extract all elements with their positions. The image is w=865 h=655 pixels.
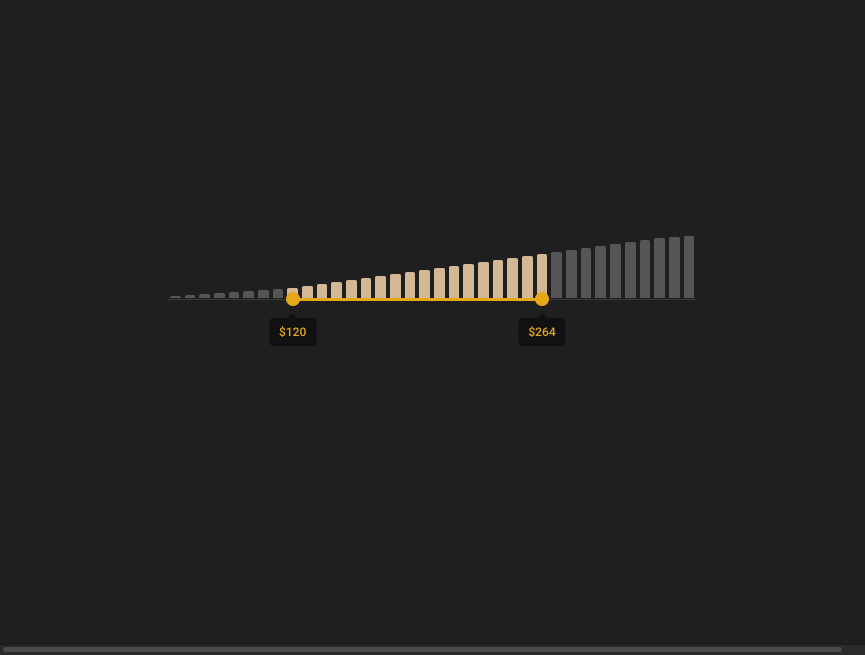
histogram-bars (168, 236, 696, 298)
min-value-label: $120 (279, 325, 306, 339)
price-range-slider[interactable]: $120 $264 (168, 236, 696, 346)
histogram-bar (595, 246, 606, 298)
histogram-bar (243, 291, 254, 298)
histogram-bar (640, 240, 651, 298)
slider-handle-min[interactable] (286, 292, 300, 306)
slider-tooltip-max: $264 (518, 318, 565, 346)
histogram-bar (493, 260, 504, 298)
slider-handle-max[interactable] (535, 292, 549, 306)
histogram-bar (199, 294, 210, 298)
histogram-bar (654, 238, 665, 298)
histogram-bar (610, 244, 621, 298)
histogram-bar (507, 258, 518, 298)
histogram-bar (625, 242, 636, 298)
scrollbar-thumb[interactable] (3, 647, 842, 652)
histogram-bar (463, 264, 474, 298)
max-value-label: $264 (528, 325, 555, 339)
histogram-bar (258, 290, 269, 298)
histogram-bar (566, 250, 577, 298)
histogram-bar (229, 292, 240, 298)
histogram-bar (214, 293, 225, 298)
histogram-bar (449, 266, 460, 298)
histogram-bar (375, 276, 386, 298)
histogram-bar (302, 286, 313, 298)
histogram-bar (684, 236, 695, 298)
histogram-bar (669, 237, 680, 298)
histogram-bar (317, 284, 328, 298)
horizontal-scrollbar[interactable] (0, 644, 865, 655)
histogram-bar (273, 289, 284, 298)
histogram-bar (346, 280, 357, 298)
histogram-bar (478, 262, 489, 298)
histogram-bar (331, 282, 342, 298)
histogram-bar (419, 270, 430, 298)
histogram-bar (390, 274, 401, 298)
histogram-bar (361, 278, 372, 298)
slider-tooltip-min: $120 (269, 318, 316, 346)
slider-range-fill (293, 298, 542, 301)
histogram-bar (434, 268, 445, 298)
histogram-bar (551, 252, 562, 298)
histogram-bar (522, 256, 533, 298)
histogram-bar (170, 296, 181, 298)
histogram-bar (405, 272, 416, 298)
histogram-bar (185, 295, 196, 298)
histogram-bar (581, 248, 592, 298)
